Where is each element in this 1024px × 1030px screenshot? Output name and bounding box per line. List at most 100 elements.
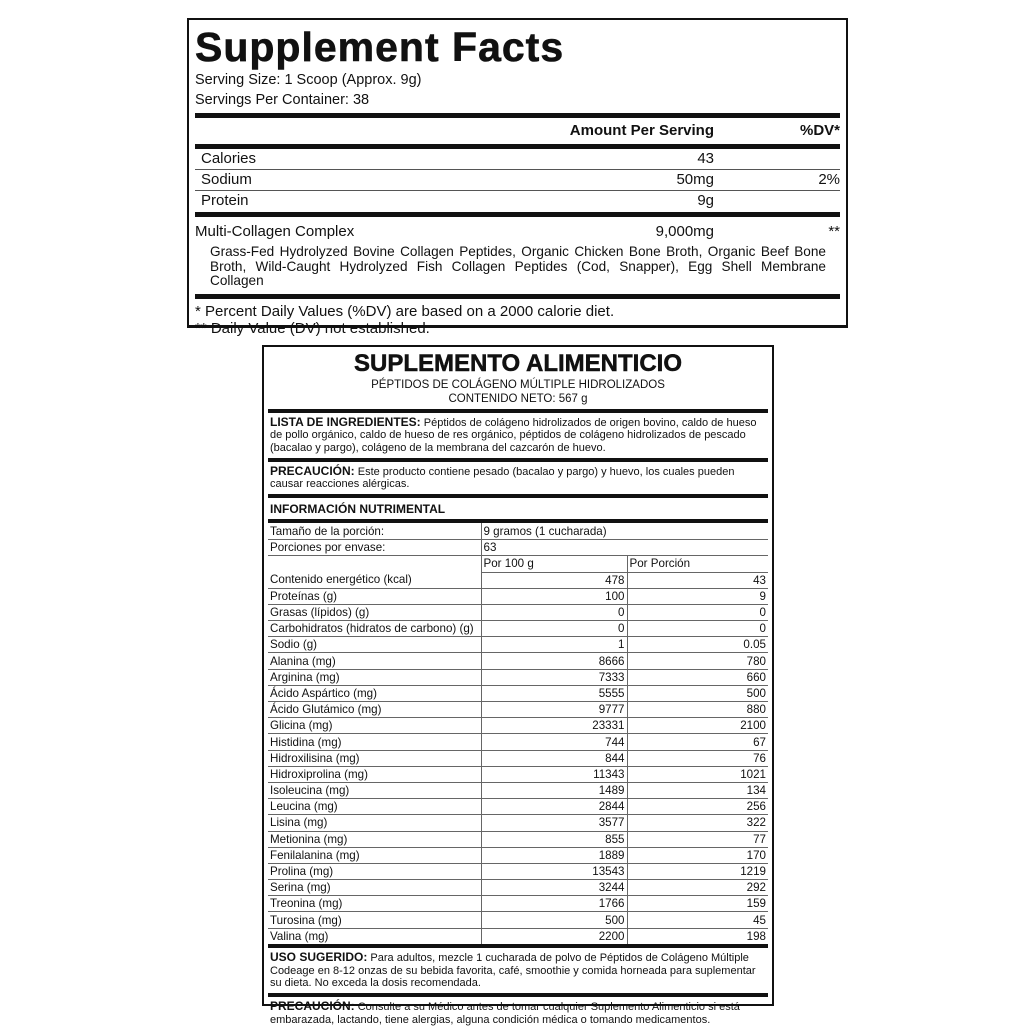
per-100g-value: 3244	[481, 879, 628, 897]
table-row: Hidroxiprolina (mg) 11343 1021	[268, 766, 768, 783]
nutrition-table: Tamaño de la porción: 9 gramos (1 cuchara…	[268, 523, 768, 945]
table-row: Porciones por envase: 63	[268, 539, 768, 557]
per-100g-value: 5555	[481, 685, 628, 703]
footnote-dv: * Percent Daily Values (%DV) are based o…	[195, 302, 615, 320]
per-portion-value: 134	[627, 782, 768, 800]
nutrient-row: Sodium 50mg 2%	[195, 170, 840, 191]
per-100g-value: 855	[481, 831, 628, 848]
portions-value: 63	[481, 539, 768, 557]
table-row: Lisina (mg) 3577 322	[268, 814, 768, 832]
table-row: Metionina (mg) 855 77	[268, 831, 768, 848]
suggested-use: USO SUGERIDO: Para adultos, mezcle 1 cuc…	[268, 948, 768, 993]
per-portion-value: 0	[627, 604, 768, 622]
table-row: Valina (mg) 2200 198	[268, 928, 768, 945]
divider	[195, 113, 840, 118]
nutrition-info-title: INFORMACIÓN NUTRIMENTAL	[270, 502, 446, 517]
nutrient-dv: 2%	[818, 171, 840, 188]
nutrient-label: Calories	[201, 150, 257, 167]
complex-label: Multi-Collagen Complex	[195, 223, 355, 240]
divider	[268, 993, 768, 998]
nutrient-label: Protein	[201, 192, 249, 209]
col-per-portion: Por Porción	[627, 555, 768, 573]
per-portion-value: 880	[627, 701, 768, 719]
supplement-facts-title: Supplement Facts	[195, 24, 565, 71]
nutrient-label: Carbohidratos (hidratos de carbono) (g)	[268, 620, 482, 638]
per-100g-value: 8666	[481, 652, 628, 670]
nutrient-label: Serina (mg)	[268, 879, 482, 897]
caution-allergens: PRECAUCIÓN: Este producto contiene pesad…	[268, 462, 768, 495]
per-100g-value: 1766	[481, 895, 628, 913]
table-row: Arginina (mg) 7333 660	[268, 669, 768, 686]
nutrient-label: Proteínas (g)	[268, 588, 482, 605]
per-portion-value: 0.05	[627, 636, 768, 654]
caution-medical: PRECAUCIÓN: Consulte a su Médico antes d…	[268, 997, 768, 1030]
per-portion-value: 500	[627, 685, 768, 703]
nutrient-label: Hidroxiprolina (mg)	[268, 766, 482, 783]
table-row: Ácido Aspártico (mg) 5555 500	[268, 685, 768, 703]
table-row: Contenido energético (kcal) 478 43	[268, 572, 768, 589]
ingredients-label: LISTA DE INGREDIENTES:	[270, 415, 421, 429]
nutrient-row: Calories 43	[195, 149, 840, 170]
nutrient-label: Ácido Aspártico (mg)	[268, 685, 482, 703]
serving-label: Tamaño de la porción:	[268, 523, 482, 541]
divider	[268, 409, 768, 413]
table-header-row: Por 100 g Por Porción	[268, 555, 768, 573]
per-100g-value: 11343	[481, 766, 628, 783]
ingredients-list: LISTA DE INGREDIENTES: Péptidos de colág…	[268, 413, 768, 458]
serving-size: Serving Size: 1 Scoop (Approx. 9g)	[195, 72, 422, 88]
nutrient-label: Prolina (mg)	[268, 863, 482, 881]
per-100g-value: 100	[481, 588, 628, 605]
nutrient-label: Arginina (mg)	[268, 669, 482, 686]
complex-dv: **	[828, 223, 840, 240]
table-row: Prolina (mg) 13543 1219	[268, 863, 768, 881]
per-100g-value: 1	[481, 636, 628, 654]
nutrient-amount: 9g	[697, 192, 714, 209]
table-row: Serina (mg) 3244 292	[268, 879, 768, 897]
nutrient-label: Glicina (mg)	[268, 717, 482, 735]
table-row: Leucina (mg) 2844 256	[268, 798, 768, 816]
table-row: Proteínas (g) 100 9	[268, 588, 768, 605]
per-100g-value: 1889	[481, 847, 628, 864]
nutrient-label: Sodio (g)	[268, 636, 482, 654]
per-portion-value: 1021	[627, 766, 768, 783]
table-row: Ácido Glutámico (mg) 9777 880	[268, 701, 768, 719]
amount-header: Amount Per Serving	[569, 122, 714, 139]
nutrient-label: Leucina (mg)	[268, 798, 482, 816]
nutrient-label: Metionina (mg)	[268, 831, 482, 848]
nutrient-label: Ácido Glutámico (mg)	[268, 701, 482, 719]
per-100g-value: 3577	[481, 814, 628, 832]
table-row: Sodio (g) 1 0.05	[268, 636, 768, 654]
per-portion-value: 170	[627, 847, 768, 864]
complex-ingredients: Grass-Fed Hydrolyzed Bovine Collagen Pep…	[210, 244, 826, 289]
nutrient-label: Valina (mg)	[268, 928, 482, 945]
suplemento-alimenticio-panel: SUPLEMENTO ALIMENTICIO PÉPTIDOS DE COLÁG…	[262, 345, 774, 1026]
per-portion-value: 9	[627, 588, 768, 605]
divider	[195, 144, 840, 149]
nutrient-label: Grasas (lípidos) (g)	[268, 604, 482, 622]
per-100g-value: 13543	[481, 863, 628, 881]
complex-amount: 9,000mg	[655, 223, 714, 240]
per-100g-value: 0	[481, 620, 628, 638]
dv-header: %DV*	[799, 122, 840, 139]
nutrient-amount: 50mg	[676, 171, 714, 188]
spanish-title: SUPLEMENTO ALIMENTICIO	[353, 350, 683, 378]
per-portion-value: 256	[627, 798, 768, 816]
per-100g-value: 0	[481, 604, 628, 622]
nutrient-label: Sodium	[201, 171, 252, 188]
nutrient-label: Turosina (mg)	[268, 911, 482, 929]
per-portion-value: 660	[627, 669, 768, 686]
divider	[268, 494, 768, 499]
caution-label: PRECAUCIÓN:	[270, 463, 355, 478]
per-portion-value: 780	[627, 652, 768, 670]
footnote-not-established: ** Daily Value (DV) not established.	[195, 319, 430, 337]
per-portion-value: 322	[627, 814, 768, 832]
nutrient-amount: 43	[697, 150, 714, 167]
per-portion-value: 43	[627, 572, 768, 589]
nutrient-label: Fenilalanina (mg)	[268, 847, 482, 864]
table-row: Turosina (mg) 500 45	[268, 911, 768, 929]
table-row: Isoleucina (mg) 1489 134	[268, 782, 768, 800]
caution-text: Este producto contiene pesado (bacalao y…	[270, 465, 735, 491]
per-portion-value: 0	[627, 620, 768, 638]
per-portion-value: 45	[627, 911, 768, 929]
per-100g-value: 2844	[481, 798, 628, 816]
